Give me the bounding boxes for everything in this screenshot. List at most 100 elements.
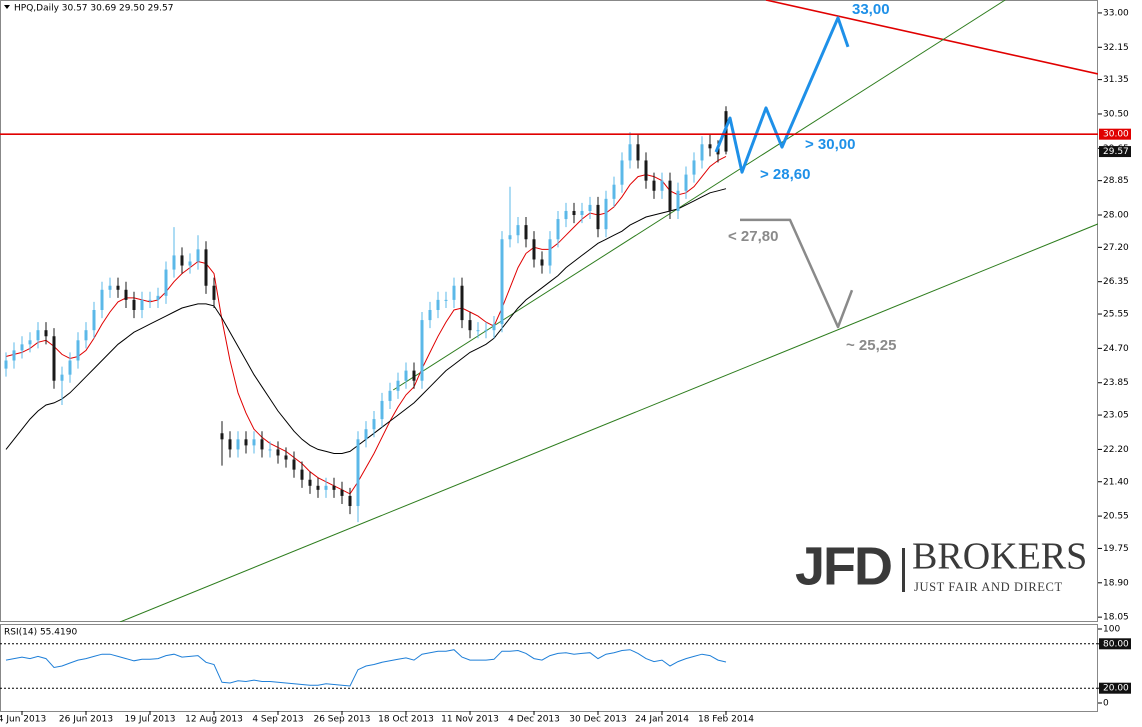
- candle-body: [12, 350, 16, 361]
- candle-body: [652, 180, 656, 191]
- moving-average: [5, 188, 727, 454]
- x-tick-label: 30 Dec 2013: [569, 715, 627, 725]
- candle-body: [36, 330, 40, 341]
- candle-body: [44, 330, 48, 337]
- x-tick-label: 12 Aug 2013: [185, 715, 243, 725]
- trendline: [765, 0, 1098, 75]
- rsi-tick-box: [1099, 682, 1131, 694]
- candle-body: [572, 210, 576, 216]
- candle-body: [660, 180, 664, 191]
- candle-body: [372, 419, 376, 430]
- candle-body: [668, 180, 672, 211]
- candle-body: [308, 479, 312, 486]
- x-tick-label: 4 Sep 2013: [252, 715, 303, 725]
- candle-body: [612, 184, 616, 199]
- y-tick-label: 23.05: [1103, 411, 1129, 421]
- candle-body: [188, 261, 192, 266]
- candle-body: [428, 309, 432, 321]
- x-tick-label: 18 Oct 2013: [378, 715, 434, 725]
- candle-body: [636, 144, 640, 161]
- y-tick-label: 19.75: [1103, 544, 1129, 554]
- projection: [714, 16, 850, 174]
- candle-body: [516, 225, 520, 236]
- x-tick-label: 18 Feb 2014: [698, 715, 754, 725]
- y-tick-label: 27.20: [1103, 243, 1129, 253]
- candle-body: [132, 299, 136, 310]
- candle-body: [420, 320, 424, 381]
- candle-body: [116, 285, 120, 290]
- menu-triangle: [4, 5, 10, 9]
- watermark-name: BROKERS: [912, 536, 1087, 578]
- rsi-panel: [0, 624, 1098, 712]
- x-tick-label: 11 Nov 2013: [441, 715, 499, 725]
- trendline: [119, 223, 1098, 622]
- candle-body: [124, 289, 128, 300]
- candle-body: [388, 390, 392, 401]
- y-tick-label: 21.40: [1103, 477, 1129, 487]
- candle-body: [380, 400, 384, 420]
- candle-body: [316, 485, 320, 490]
- y-tick-label: 25.55: [1103, 310, 1129, 320]
- projection: [740, 218, 854, 329]
- plot: [4, 0, 1098, 622]
- candle-body: [700, 144, 704, 161]
- y-tick-label: 23.85: [1103, 378, 1129, 388]
- rsi-line: [5, 649, 727, 687]
- candle-body: [92, 309, 96, 331]
- watermark-tagline: JUST FAIR AND DIRECT: [914, 580, 1063, 594]
- annotation: 33,00: [852, 1, 890, 18]
- y-tick-label: 30.50: [1103, 109, 1129, 119]
- candle-body: [692, 160, 696, 175]
- candle-body: [452, 285, 456, 300]
- candle-body: [52, 336, 56, 381]
- last-price-label: 29.57: [1103, 147, 1129, 157]
- y-tick-label: 24.70: [1103, 344, 1129, 354]
- candle-body: [340, 489, 344, 496]
- candle-body: [196, 249, 200, 262]
- candle-body: [500, 239, 504, 325]
- candle-body: [204, 249, 208, 286]
- y-tick-label: 18.90: [1103, 578, 1129, 588]
- candle-body: [332, 485, 336, 490]
- candle-body: [548, 239, 552, 266]
- candle-body: [436, 299, 440, 310]
- candle-body: [300, 469, 304, 480]
- x-tick-label: 26 Jun 2013: [59, 715, 113, 725]
- candle-body: [580, 210, 584, 216]
- candle-body: [444, 299, 448, 301]
- candle-body: [716, 148, 720, 155]
- candle-body: [228, 439, 232, 450]
- candle-body: [260, 439, 264, 450]
- y-tick-label: 32.15: [1103, 43, 1129, 53]
- x-tick-label: 26 Sep 2013: [313, 715, 370, 725]
- candle-body: [564, 210, 568, 220]
- x-tick-label: 24 Jan 2014: [635, 715, 689, 725]
- candle-body: [644, 160, 648, 181]
- candle-body: [540, 259, 544, 266]
- y-tick-label: 31.35: [1103, 75, 1129, 85]
- candle-body: [532, 239, 536, 260]
- trendline: [392, 0, 1006, 391]
- candle-body: [20, 344, 24, 351]
- candle-body: [708, 144, 712, 149]
- candle-body: [220, 433, 224, 440]
- rsi-tick-label: 100: [1103, 625, 1120, 635]
- y-tick-label: 22.20: [1103, 445, 1129, 455]
- candle-body: [76, 340, 80, 361]
- level-label: 30.00: [1103, 130, 1129, 140]
- candle-body: [268, 449, 272, 451]
- y-tick-label: 33.00: [1103, 8, 1129, 18]
- candle-body: [324, 485, 328, 490]
- watermark: JFD BROKERS JUST FAIR AND DIRECT: [795, 536, 1087, 597]
- candle-body: [292, 459, 296, 470]
- rsi-plot: [0, 643, 1098, 689]
- candle-body: [524, 225, 528, 240]
- main-panel: [0, 0, 1098, 622]
- candle-body: [620, 160, 624, 185]
- candle-body: [4, 360, 8, 369]
- candle-body: [108, 285, 112, 290]
- candle-body: [460, 285, 464, 321]
- candle-body: [348, 495, 352, 507]
